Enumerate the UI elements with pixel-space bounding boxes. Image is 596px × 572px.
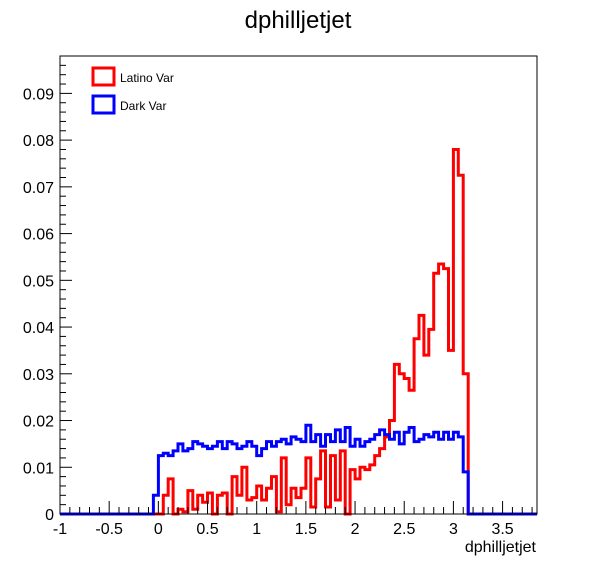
- bin-dark-var: [203, 446, 208, 514]
- bin-dark-var: [237, 449, 242, 514]
- bin-dark-var: [355, 439, 360, 514]
- y-tick-label: 0: [45, 507, 54, 524]
- x-tick-label: 3.5: [491, 521, 513, 538]
- bin-dark-var: [262, 449, 267, 514]
- bin-dark-var: [414, 442, 419, 514]
- plot-frame: [59, 55, 538, 515]
- bin-dark-var: [390, 439, 395, 514]
- y-tick-label: 0.06: [23, 227, 54, 244]
- series-line-latino-var: [60, 148, 537, 516]
- legend-swatch-latino-var: [91, 66, 116, 87]
- bin-dark-var: [380, 430, 385, 514]
- bin-dark-var: [257, 456, 262, 514]
- x-tick-label: 2: [351, 521, 360, 538]
- x-tick-label: -1: [53, 521, 67, 538]
- legend-label-latino-var: Latino Var: [120, 71, 174, 85]
- bin-dark-var: [340, 442, 345, 514]
- bin-dark-var: [439, 439, 444, 514]
- bin-dark-var: [424, 435, 429, 514]
- x-tick-label: 2.5: [393, 521, 415, 538]
- bin-dark-var: [222, 449, 227, 514]
- bin-dark-var: [281, 439, 286, 514]
- bin-dark-var: [267, 442, 272, 514]
- bin-dark-var: [453, 432, 458, 514]
- series-line-dark-var: [60, 423, 537, 516]
- bin-dark-var: [193, 442, 198, 514]
- bin-dark-var: [350, 446, 355, 514]
- bin-dark-var: [232, 444, 237, 514]
- bin-dark-var: [168, 456, 173, 514]
- bin-dark-var: [183, 451, 188, 514]
- y-tick-label: 0.05: [23, 273, 54, 290]
- bin-dark-var: [291, 437, 296, 514]
- series-layer: [60, 148, 537, 516]
- bin-dark-var: [198, 444, 203, 514]
- bin-dark-var: [286, 444, 291, 514]
- bin-dark-var: [173, 451, 178, 514]
- legend-swatch-dark-var: [91, 94, 116, 115]
- x-axis-label: dphilljetjet: [465, 539, 537, 556]
- y-tick-label: 0.01: [23, 460, 54, 477]
- bin-dark-var: [311, 442, 316, 514]
- bin-dark-var: [178, 444, 183, 514]
- bin-dark-var: [242, 446, 247, 514]
- bin-dark-var: [429, 437, 434, 514]
- bin-dark-var: [227, 442, 232, 514]
- y-tick-label: 0.02: [23, 414, 54, 431]
- x-tick-label: 3: [449, 521, 458, 538]
- bin-dark-var: [163, 453, 168, 514]
- x-tick-label: -0.5: [95, 521, 123, 538]
- bin-dark-var: [434, 432, 439, 514]
- axis-layer: 0 0.01 0.02 0.03 0.04 0.05 0.06 0.07 0.08 0.09 -1 -…: [23, 55, 533, 538]
- x-tick-label: 1.5: [295, 521, 317, 538]
- x-tick-label: 0.5: [196, 521, 218, 538]
- series-dark-var: [60, 423, 537, 516]
- series-latino-var: [60, 148, 537, 516]
- bin-dark-var: [370, 439, 375, 514]
- bin-dark-var: [385, 435, 390, 514]
- bin-dark-var: [212, 446, 217, 514]
- bin-dark-var: [276, 442, 281, 514]
- bin-dark-var: [375, 435, 380, 514]
- y-tick-label: 0.04: [23, 320, 54, 337]
- legend: Latino Var Dark Var: [91, 66, 174, 115]
- bin-dark-var: [321, 446, 326, 514]
- bin-dark-var: [399, 444, 404, 514]
- chart-title: dphilljetjet: [245, 7, 352, 34]
- y-tick-label: 0.09: [23, 86, 54, 103]
- bin-dark-var: [444, 432, 449, 514]
- y-tick-label: 0.08: [23, 133, 54, 150]
- bin-dark-var: [331, 442, 336, 514]
- bin-dark-var: [301, 442, 306, 514]
- bin-dark-var: [419, 439, 424, 514]
- y-tick-label: 0.07: [23, 180, 54, 197]
- bin-dark-var: [365, 442, 370, 514]
- bin-dark-var: [208, 449, 213, 514]
- bin-dark-var: [360, 446, 365, 514]
- bin-dark-var: [188, 449, 193, 514]
- legend-label-dark-var: Dark Var: [120, 99, 166, 113]
- x-tick-label: 1: [252, 521, 261, 538]
- bin-dark-var: [217, 442, 222, 514]
- y-tick-label: 0.03: [23, 367, 54, 384]
- bin-dark-var: [449, 439, 454, 514]
- x-tick-label: 0: [154, 521, 163, 538]
- bin-dark-var: [296, 439, 301, 514]
- bin-dark-var: [272, 446, 277, 514]
- bin-dark-var: [247, 442, 252, 514]
